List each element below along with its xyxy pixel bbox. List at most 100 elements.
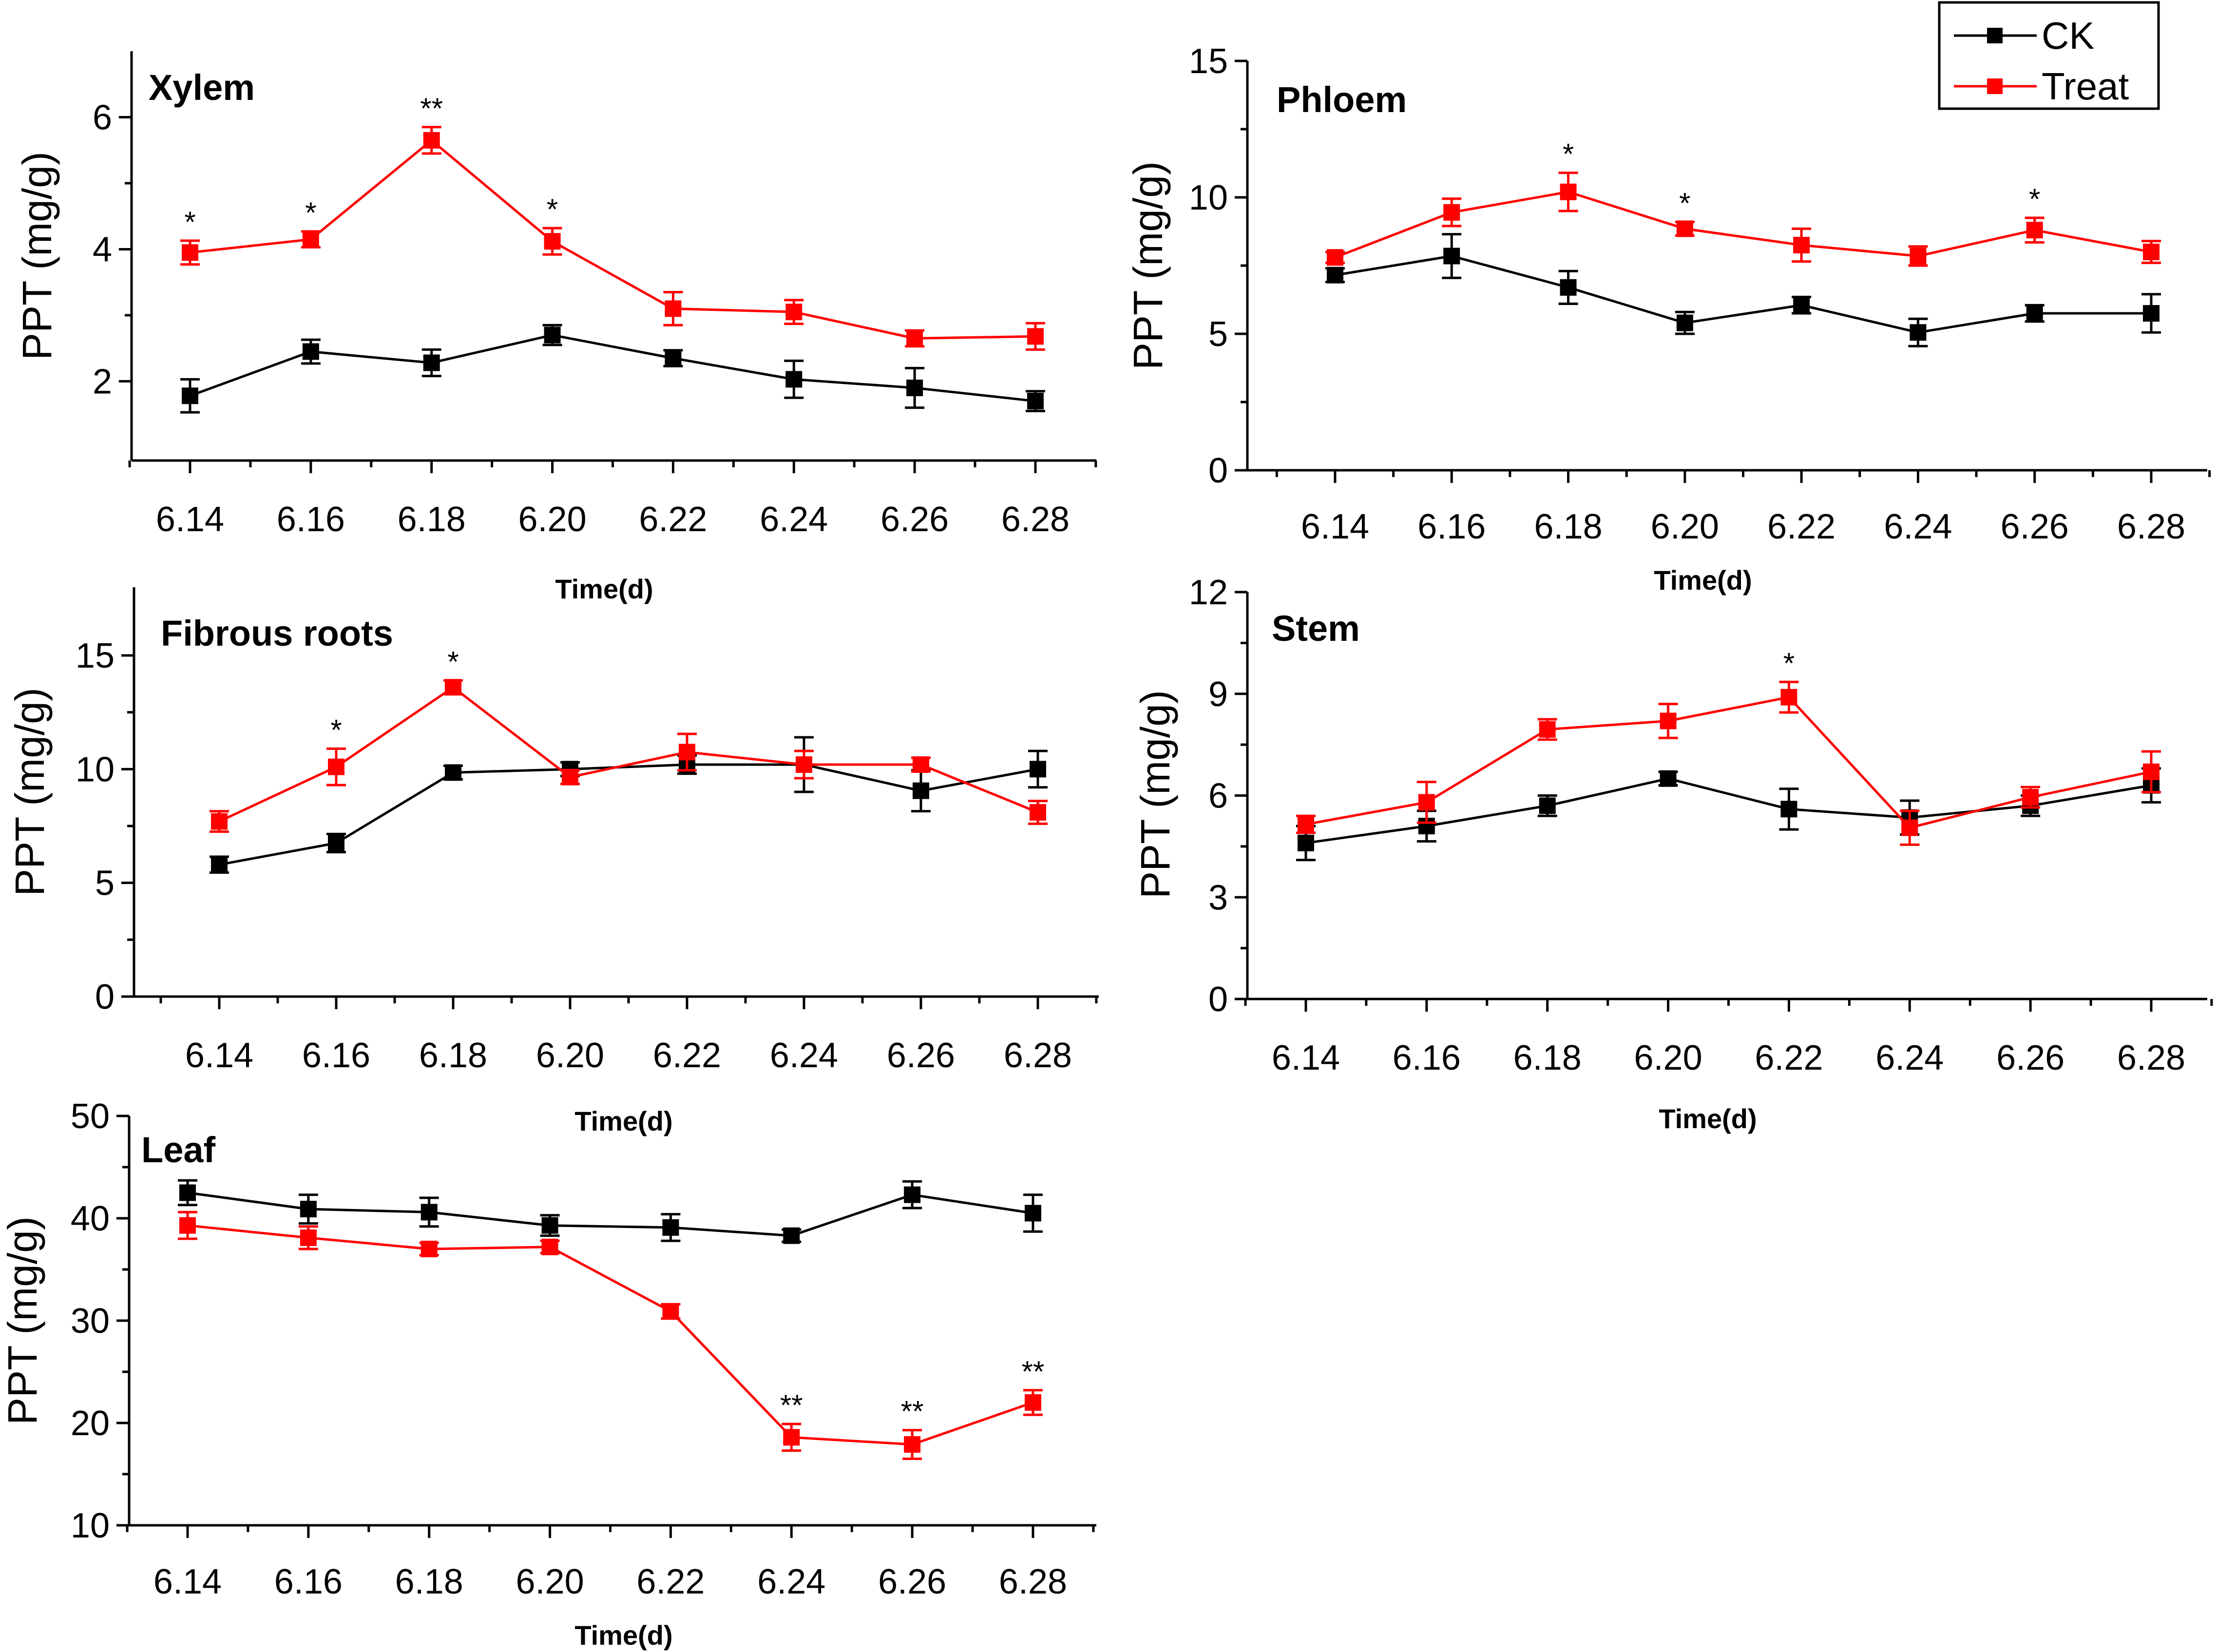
legend-marker [1987,78,2003,94]
series-line [190,138,1036,340]
data-point [1901,819,1918,836]
panel-fibrous-roots: 0 5 10 15 6.14 6.16 6.18 6.20 6.22 6.24 6.26 6.28 Ti… [7,587,1099,1136]
y-tick-label: 15 [1189,42,1228,81]
data-point [785,371,803,388]
x-tick-label: 6.14 [1301,507,1369,546]
data-point [544,233,561,250]
legend-label: CK [2042,14,2094,57]
data-point [913,782,929,799]
data-point [1793,297,1810,314]
data-point [679,744,695,761]
significance-marker: ** [1022,1355,1045,1388]
data-point [328,758,344,775]
data-point [1027,393,1044,410]
y-tick-label: 3 [1208,878,1228,917]
data-point [1560,279,1577,296]
data-point [1327,249,1343,266]
x-tick-label: 6.18 [1534,507,1603,546]
data-point [1910,248,1927,265]
x-tick-label: 6.26 [2001,507,2069,546]
data-point [2143,244,2160,260]
y-tick-label: 6 [93,98,112,137]
data-point [179,1184,196,1201]
significance-marker: ** [901,1395,924,1428]
x-tick-label: 6.26 [1996,1038,2064,1077]
panel-title: Leaf [141,1130,216,1170]
data-point [1443,248,1460,265]
y-axis-label: PPT (mg/g) [7,688,53,896]
data-point [665,300,682,317]
significance-marker: * [1679,187,1690,219]
data-point [2022,788,2039,806]
panel-phloem: 0 5 10 15 6.14 6.16 6.18 6.20 6.22 6.24 6.26 6.28 Ti… [1125,42,2211,595]
significance-marker: * [2029,183,2040,215]
panel-title: Xylem [149,67,255,108]
series-line [1305,695,2152,829]
panel-leaf: 10 20 30 40 50 6.14 6.16 6.18 6.20 6.22 6.24 6.26 6.… [0,1097,1096,1651]
y-tick-label: 10 [1189,178,1228,217]
x-tick-label: 6.14 [156,500,224,539]
x-tick-label: 6.22 [1767,507,1835,546]
data-point [662,1219,679,1236]
legend-marker [1987,28,2003,43]
data-point [541,1238,558,1255]
significance-marker: * [447,645,459,678]
data-point [423,132,440,149]
data-point [2143,305,2160,322]
y-tick-label: 20 [71,1404,110,1443]
data-point [1025,1205,1041,1222]
data-point [2026,305,2043,322]
x-tick-label: 6.22 [1755,1038,1823,1077]
x-tick-label: 6.26 [887,1036,955,1075]
data-point [1418,794,1435,811]
x-tick-label: 6.20 [1634,1038,1702,1077]
x-tick-label: 6.20 [518,500,587,539]
data-point [1560,183,1577,200]
data-point [562,768,578,786]
x-tick-label: 6.20 [1651,507,1719,546]
series-treat [1325,172,2161,267]
data-point [302,231,319,248]
y-tick-label: 10 [71,1506,110,1545]
y-tick-label: 10 [76,750,115,789]
data-point [1780,801,1797,818]
x-tick-label: 6.16 [1393,1038,1461,1077]
data-point [423,354,440,371]
x-tick-label: 6.24 [1875,1038,1944,1077]
x-tick-label: 6.14 [185,1036,253,1075]
x-tick-label: 6.18 [1513,1038,1582,1077]
series-line [219,763,1038,866]
x-tick-label: 6.24 [760,500,828,539]
y-tick-label: 0 [1208,980,1228,1019]
data-point [1910,324,1927,341]
x-tick-label: 6.28 [999,1562,1067,1601]
data-point [796,756,812,773]
x-axis-label: Time(d) [574,1620,672,1651]
x-tick-label: 6.14 [1272,1038,1340,1077]
series-treat [178,1210,1043,1460]
data-point [300,1229,317,1246]
series-treat [180,126,1045,351]
data-point [906,330,923,347]
significance-marker: * [330,713,342,746]
x-tick-label: 6.24 [757,1562,825,1601]
data-point [1327,267,1343,284]
data-point [300,1201,317,1218]
x-tick-label: 6.20 [536,1036,604,1075]
data-point [179,1217,196,1234]
data-point [544,327,561,344]
x-tick-label: 6.26 [878,1562,946,1601]
series-treat [210,679,1048,833]
y-axis-label: PPT (mg/g) [1132,690,1178,899]
data-point [1780,689,1797,706]
x-tick-label: 6.28 [2117,507,2185,546]
y-tick-label: 0 [1208,451,1228,490]
significance-marker: * [305,196,316,229]
data-point [445,679,461,696]
x-tick-label: 6.24 [770,1036,838,1075]
legend: CK Treat [1938,1,2160,110]
y-tick-label: 15 [76,636,115,675]
data-point [1793,237,1810,253]
series-line [187,1224,1033,1446]
data-point [662,1303,679,1320]
